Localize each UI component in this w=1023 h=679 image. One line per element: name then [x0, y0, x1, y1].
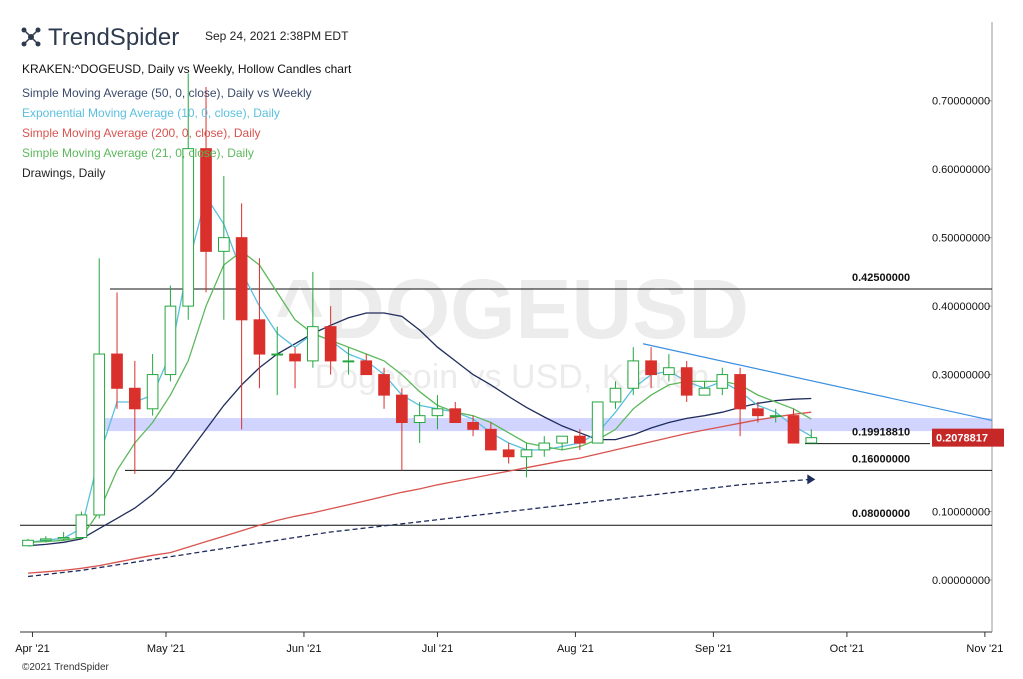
level-label: 0.42500000 [852, 272, 910, 284]
candle-body [128, 387, 141, 410]
candle-body [235, 237, 248, 321]
candle-body [182, 148, 195, 307]
y-tick-label: 0.30000000 [932, 370, 990, 382]
candle-body [752, 408, 764, 417]
candle-body [502, 449, 515, 458]
candle-body [591, 401, 604, 444]
candle-body [805, 437, 818, 444]
candle-body [431, 408, 444, 417]
x-tick-label: May '21 [147, 643, 185, 655]
timestamp: Sep 24, 2021 2:38PM EDT [205, 29, 349, 43]
y-tick-label: 0.10000000 [932, 507, 990, 519]
support-zone [100, 418, 992, 432]
candle-body [200, 148, 212, 252]
candle-body [787, 415, 800, 444]
candle-body [680, 367, 693, 396]
legend-entry: Simple Moving Average (200, 0, close), D… [22, 126, 261, 140]
candle-body [609, 387, 622, 403]
level-label: 0.16000000 [852, 453, 910, 465]
candle-body [449, 408, 462, 424]
plot: 0.00000000 0.10000000 0.30000000 0.40000000… [15, 22, 1004, 655]
candle-body [146, 374, 159, 410]
candle-body [485, 428, 497, 451]
price-tag-label: 0.2078817 [936, 433, 988, 445]
legend-entry: Drawings, Daily [22, 166, 105, 180]
candle-body [289, 353, 301, 362]
y-tick-label: 0.40000000 [932, 301, 990, 313]
y-tick-label: 0.70000000 [932, 96, 990, 108]
candle-body [574, 435, 586, 444]
candle-body [164, 305, 177, 376]
price-tag [932, 428, 1004, 447]
x-tick-label: Sep '21 [695, 643, 732, 655]
candle-body [111, 353, 123, 389]
brand: TrendSpider [48, 24, 179, 51]
candle-body [520, 449, 533, 458]
candle-body [360, 360, 373, 376]
logo-icon [21, 27, 41, 47]
candle-body [627, 360, 640, 389]
candle-body [467, 422, 479, 430]
y-tick-label: 0.60000000 [932, 164, 990, 176]
candle-body [645, 360, 657, 376]
watermark: ^DOGEUSD [275, 262, 749, 356]
moving-average [27, 411, 812, 574]
level-label: 0.08000000 [852, 508, 910, 520]
candle-body [217, 237, 230, 252]
moving-average [27, 312, 812, 547]
candle-body [307, 326, 319, 362]
candle-body [324, 326, 337, 362]
candle-body [342, 360, 355, 363]
candle-body [556, 435, 568, 444]
x-tick-label: Jul '21 [422, 643, 453, 655]
x-tick-label: Nov '21 [966, 643, 1003, 655]
candle-body [57, 537, 70, 540]
x-tick-label: Jun '21 [286, 643, 321, 655]
candle-body [698, 387, 711, 396]
candle-body [39, 538, 52, 541]
moving-average [27, 478, 812, 578]
chart-title: KRAKEN:^DOGEUSD, Daily vs Weekly, Hollow… [22, 62, 352, 76]
y-tick-label: 0.00000000 [932, 575, 990, 587]
candle-body [378, 374, 390, 396]
candle-body [413, 415, 426, 424]
legend-entry: Exponential Moving Average (10, 0, close… [22, 106, 280, 120]
candle-body [22, 539, 34, 547]
legend-entry: Simple Moving Average (21, 0, close), Da… [22, 146, 254, 160]
candle-body [75, 514, 88, 539]
candle-body [396, 394, 408, 424]
x-tick-label: Oct '21 [830, 643, 865, 655]
x-tick-label: Apr '21 [15, 643, 50, 655]
legend-entry: Simple Moving Average (50, 0, close), Da… [22, 86, 312, 100]
candle-body [538, 442, 551, 451]
candle-body [253, 319, 266, 355]
arrow-head [807, 474, 816, 485]
y-tick-label: 0.50000000 [932, 233, 990, 245]
candle-body [769, 415, 782, 418]
copyright: ©2021 TrendSpider [22, 662, 110, 673]
candle-body [663, 367, 675, 376]
candle-body [271, 353, 284, 356]
candle-body [734, 374, 746, 410]
x-tick-label: Aug '21 [557, 643, 594, 655]
candle-body [93, 353, 106, 516]
moving-average [27, 250, 812, 543]
candle-body [716, 374, 729, 389]
trendline [642, 343, 993, 422]
level-label: 0.19918810 [852, 427, 910, 439]
